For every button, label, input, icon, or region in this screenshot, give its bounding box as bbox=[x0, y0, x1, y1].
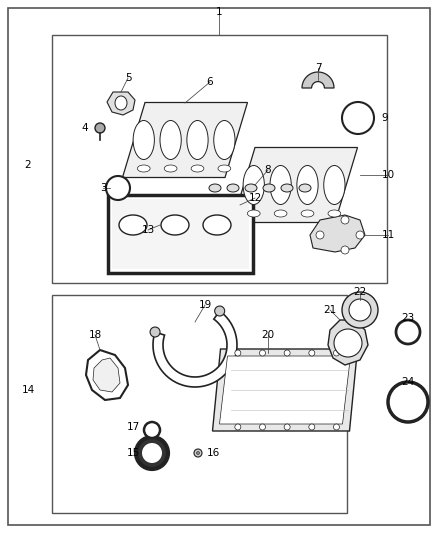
Text: 20: 20 bbox=[261, 330, 275, 340]
Ellipse shape bbox=[245, 184, 257, 192]
Circle shape bbox=[356, 231, 364, 239]
Text: 4: 4 bbox=[82, 123, 88, 133]
Circle shape bbox=[316, 231, 324, 239]
Ellipse shape bbox=[243, 166, 265, 205]
Circle shape bbox=[334, 329, 362, 357]
Text: 2: 2 bbox=[25, 160, 31, 170]
Text: 14: 14 bbox=[21, 385, 35, 395]
Ellipse shape bbox=[115, 96, 127, 110]
Circle shape bbox=[333, 350, 339, 356]
Text: 22: 22 bbox=[353, 287, 367, 297]
Ellipse shape bbox=[247, 210, 260, 217]
Ellipse shape bbox=[187, 120, 208, 159]
Circle shape bbox=[259, 424, 265, 430]
Text: 6: 6 bbox=[207, 77, 213, 87]
Ellipse shape bbox=[263, 184, 275, 192]
Circle shape bbox=[388, 382, 428, 422]
Ellipse shape bbox=[119, 215, 147, 235]
Circle shape bbox=[106, 176, 130, 200]
Text: 11: 11 bbox=[381, 230, 395, 240]
Polygon shape bbox=[233, 148, 357, 222]
Ellipse shape bbox=[138, 165, 150, 172]
Text: 12: 12 bbox=[248, 193, 261, 203]
Ellipse shape bbox=[191, 165, 204, 172]
Circle shape bbox=[342, 102, 374, 134]
Text: 7: 7 bbox=[314, 63, 321, 73]
Circle shape bbox=[142, 443, 162, 463]
Ellipse shape bbox=[227, 184, 239, 192]
Text: 21: 21 bbox=[323, 305, 337, 315]
Ellipse shape bbox=[299, 184, 311, 192]
Circle shape bbox=[259, 350, 265, 356]
Circle shape bbox=[111, 181, 125, 195]
Text: 5: 5 bbox=[125, 73, 131, 83]
Ellipse shape bbox=[209, 184, 221, 192]
Ellipse shape bbox=[133, 120, 154, 159]
Ellipse shape bbox=[301, 210, 314, 217]
Bar bbox=[52, 295, 347, 513]
Polygon shape bbox=[212, 349, 357, 431]
Circle shape bbox=[144, 422, 160, 438]
Ellipse shape bbox=[160, 120, 181, 159]
Bar bbox=[112, 199, 249, 269]
Ellipse shape bbox=[218, 165, 231, 172]
Text: 18: 18 bbox=[88, 330, 102, 340]
Circle shape bbox=[284, 424, 290, 430]
Text: 23: 23 bbox=[401, 313, 415, 323]
Circle shape bbox=[215, 306, 225, 316]
Circle shape bbox=[235, 424, 241, 430]
Circle shape bbox=[95, 123, 105, 133]
Ellipse shape bbox=[270, 166, 291, 205]
Ellipse shape bbox=[297, 166, 318, 205]
Polygon shape bbox=[328, 320, 368, 365]
Polygon shape bbox=[219, 356, 350, 424]
Polygon shape bbox=[86, 350, 128, 400]
Ellipse shape bbox=[203, 215, 231, 235]
Text: 8: 8 bbox=[265, 165, 271, 175]
Ellipse shape bbox=[274, 210, 287, 217]
Ellipse shape bbox=[328, 210, 341, 217]
Text: 1: 1 bbox=[215, 7, 223, 17]
Text: 3: 3 bbox=[100, 183, 106, 193]
Circle shape bbox=[349, 299, 371, 321]
Circle shape bbox=[342, 292, 378, 328]
Polygon shape bbox=[310, 215, 365, 252]
Circle shape bbox=[341, 246, 349, 254]
Circle shape bbox=[194, 449, 202, 457]
Circle shape bbox=[333, 424, 339, 430]
Circle shape bbox=[396, 320, 420, 344]
Bar bbox=[52, 35, 387, 283]
Circle shape bbox=[341, 216, 349, 224]
Polygon shape bbox=[107, 92, 135, 115]
Polygon shape bbox=[93, 358, 120, 392]
Circle shape bbox=[348, 108, 368, 128]
Circle shape bbox=[197, 451, 199, 455]
Circle shape bbox=[309, 350, 315, 356]
Text: 17: 17 bbox=[127, 422, 140, 432]
Polygon shape bbox=[123, 102, 247, 177]
Text: 9: 9 bbox=[381, 113, 389, 123]
Text: 19: 19 bbox=[198, 300, 212, 310]
Ellipse shape bbox=[281, 184, 293, 192]
Ellipse shape bbox=[164, 165, 177, 172]
Ellipse shape bbox=[214, 120, 235, 159]
Circle shape bbox=[150, 327, 160, 337]
Text: 15: 15 bbox=[127, 448, 140, 458]
Text: 24: 24 bbox=[401, 377, 415, 387]
Circle shape bbox=[309, 424, 315, 430]
Text: 10: 10 bbox=[381, 170, 395, 180]
Polygon shape bbox=[302, 72, 334, 88]
Polygon shape bbox=[153, 311, 237, 387]
Text: 13: 13 bbox=[141, 225, 155, 235]
Text: 16: 16 bbox=[206, 448, 219, 458]
Ellipse shape bbox=[324, 166, 345, 205]
Circle shape bbox=[136, 437, 168, 469]
Ellipse shape bbox=[161, 215, 189, 235]
Circle shape bbox=[284, 350, 290, 356]
Circle shape bbox=[235, 350, 241, 356]
Bar bbox=[108, 195, 253, 273]
